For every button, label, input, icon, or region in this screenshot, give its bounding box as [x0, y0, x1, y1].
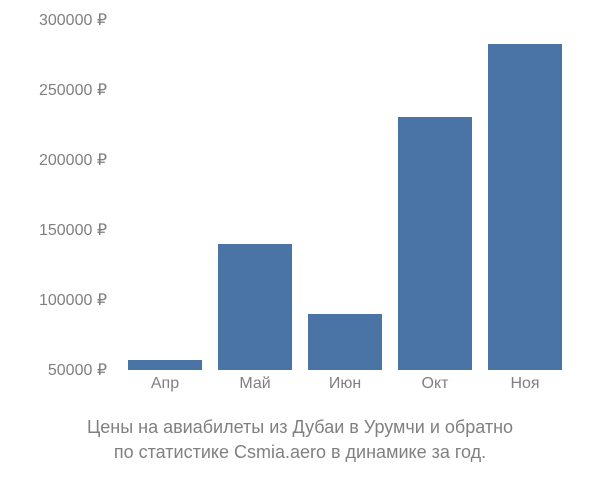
bar — [308, 314, 382, 370]
bar — [398, 117, 472, 370]
bar-slot — [398, 117, 472, 370]
bar-slot — [308, 314, 382, 370]
y-tick-label: 200000 ₽ — [39, 150, 107, 170]
plot-area — [120, 20, 570, 370]
x-tick-label: Ноя — [488, 375, 562, 393]
bar — [128, 360, 202, 370]
y-axis: 50000 ₽100000 ₽150000 ₽200000 ₽250000 ₽3… — [0, 20, 115, 370]
y-tick-label: 250000 ₽ — [39, 80, 107, 100]
x-tick-label: Май — [218, 375, 292, 393]
y-tick-label: 300000 ₽ — [39, 10, 107, 30]
caption-line-2: по статистике Csmia.aero в динамике за г… — [114, 442, 486, 462]
x-axis-labels: Апр Май Июн Окт Ноя — [120, 375, 570, 393]
chart-caption: Цены на авиабилеты из Дубаи в Урумчи и о… — [0, 415, 600, 465]
bar — [218, 244, 292, 370]
x-tick-label: Апр — [128, 375, 202, 393]
x-tick-label: Июн — [308, 375, 382, 393]
caption-line-1: Цены на авиабилеты из Дубаи в Урумчи и о… — [87, 417, 513, 437]
bar — [488, 44, 562, 370]
y-tick-label: 50000 ₽ — [48, 360, 107, 380]
bar-slot — [218, 244, 292, 370]
bars-group — [120, 20, 570, 370]
bar-slot — [128, 360, 202, 370]
chart-container: 50000 ₽ 100000 ₽ 150000 ₽ 200000 ₽ 250000 ₽ 3… — [0, 0, 600, 500]
y-tick-label: 150000 ₽ — [39, 220, 107, 240]
bar-slot — [488, 44, 562, 370]
y-tick-label: 100000 ₽ — [39, 290, 107, 310]
x-tick-label: Окт — [398, 375, 472, 393]
